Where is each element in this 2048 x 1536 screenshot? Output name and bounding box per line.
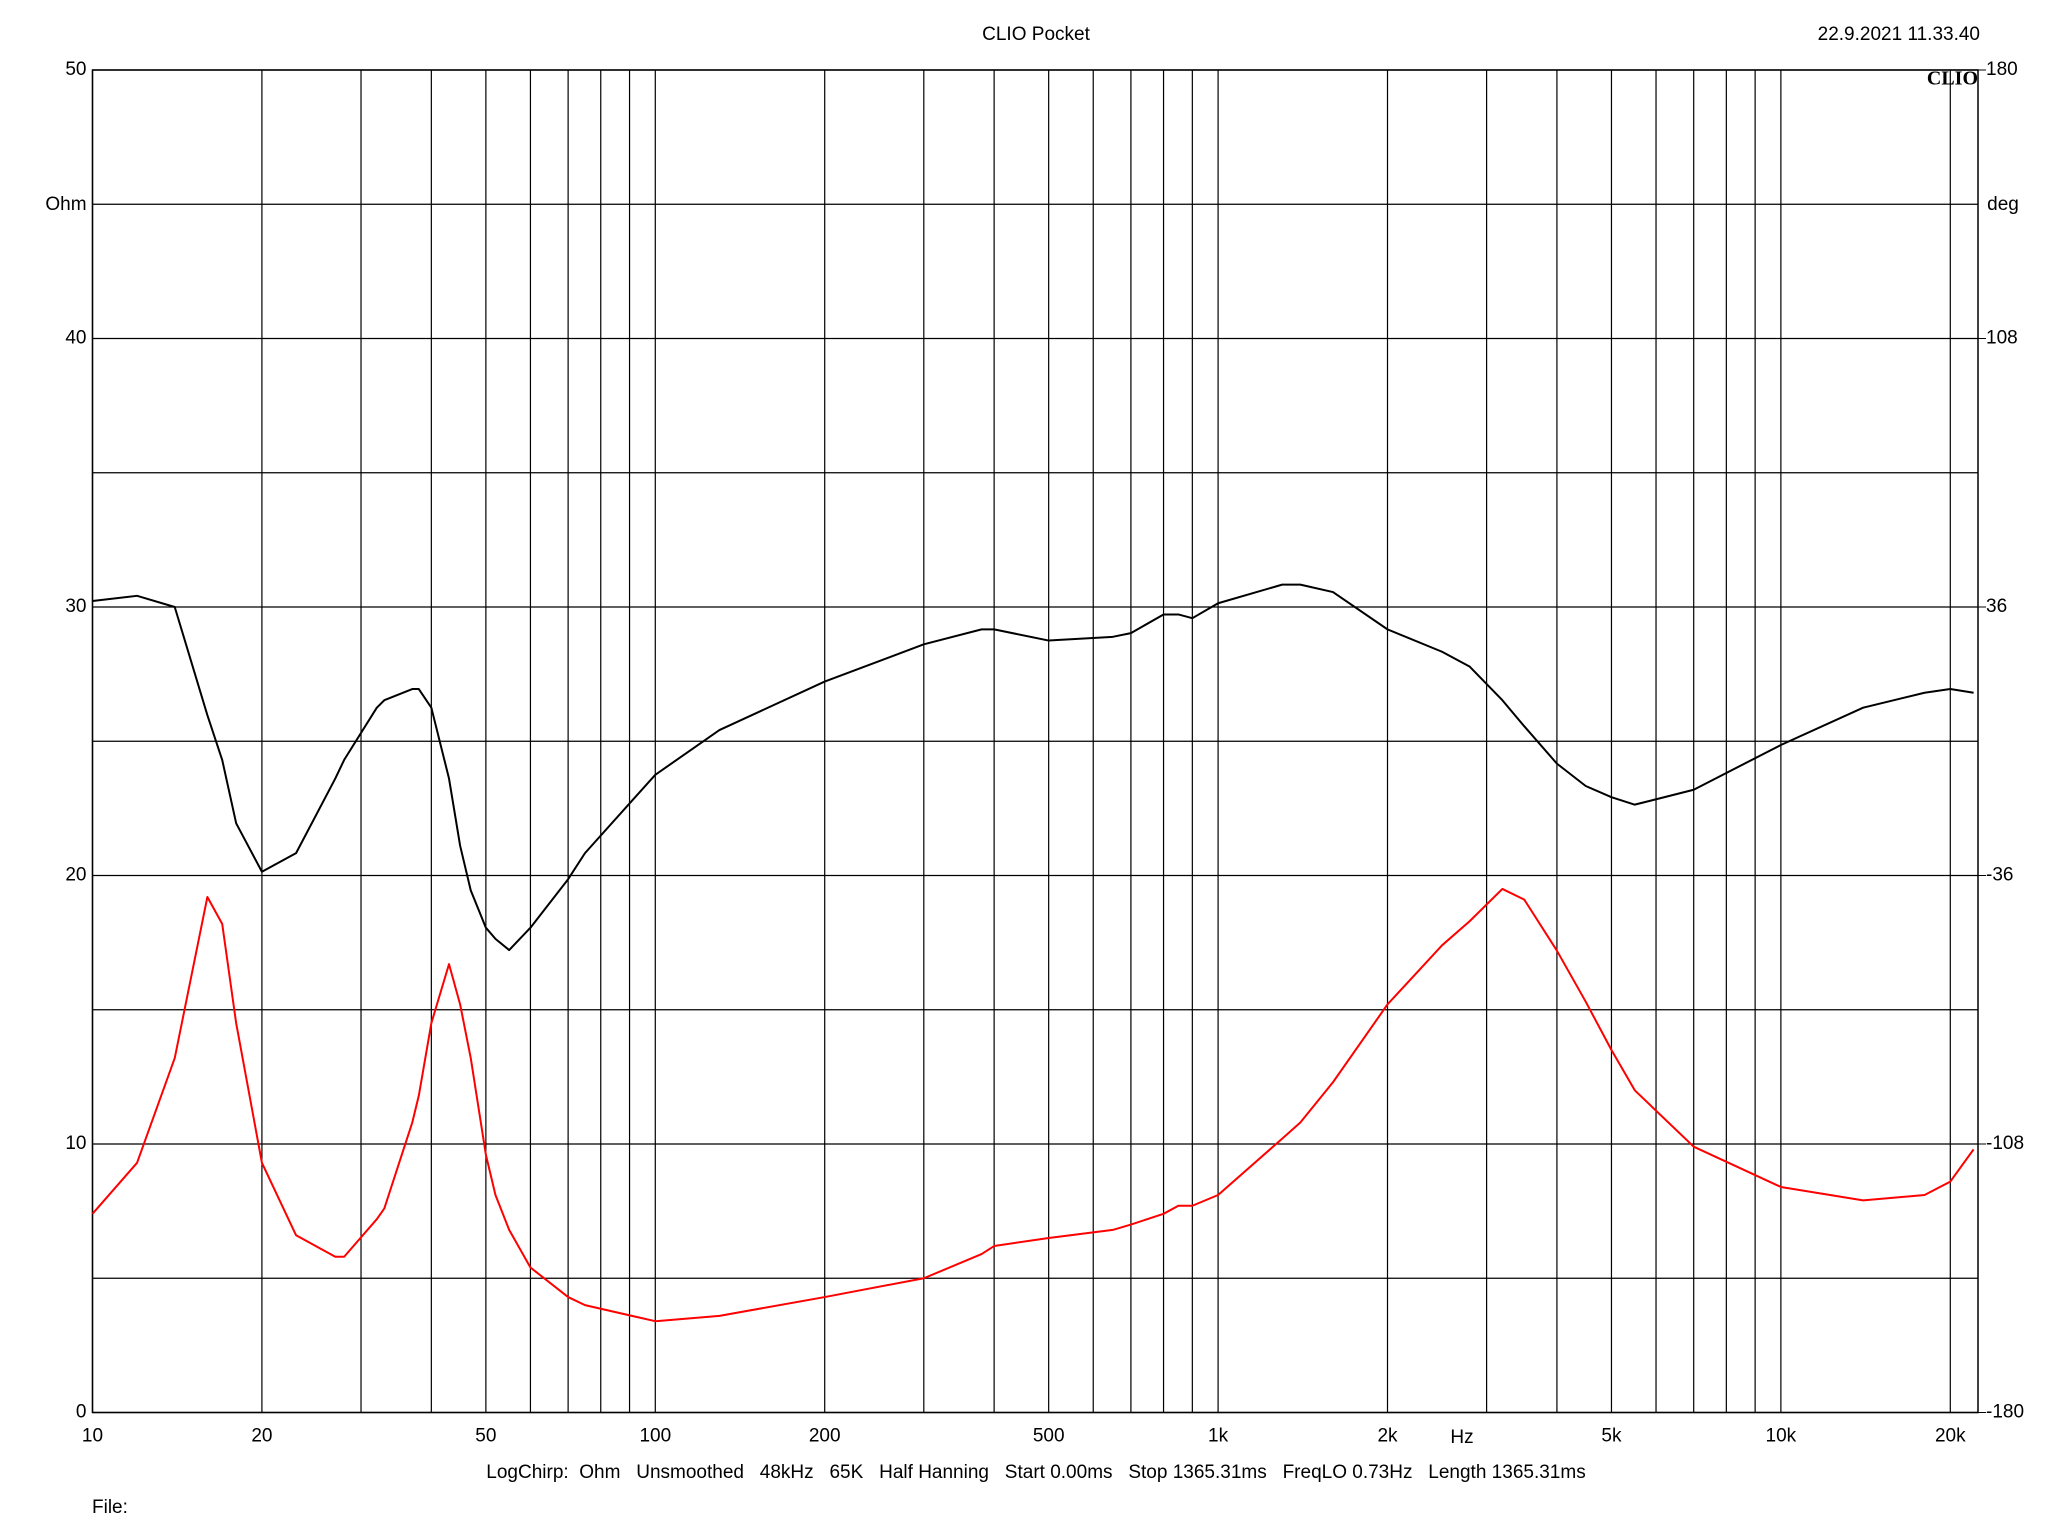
chart-title: CLIO Pocket: [982, 24, 1090, 45]
x-tick-label: 2k: [1377, 1426, 1398, 1447]
x-tick-label: 50: [475, 1426, 496, 1447]
y-tick-label: 10: [65, 1133, 86, 1154]
y2-tick-label: -180: [1986, 1402, 2024, 1423]
y2-tick-label: -36: [1986, 865, 2013, 886]
y-tick-label: 40: [65, 328, 86, 349]
y-axis-label: Ohm: [45, 194, 86, 215]
plot-frame: [91, 69, 1979, 1414]
y2-axis-label: deg: [1987, 194, 2019, 215]
y-tick-label: 50: [65, 59, 86, 80]
x-tick-label: 20k: [1935, 1426, 1966, 1447]
y2-tick-label: 108: [1986, 328, 2018, 349]
timestamp: 22.9.2021 11.33.40: [1818, 24, 1980, 45]
y2-tick-label: 180: [1986, 59, 2018, 80]
file-label: File:: [92, 1497, 128, 1518]
x-tick-label: 100: [639, 1426, 671, 1447]
x-tick-label: 200: [809, 1426, 841, 1447]
y-tick-label: 0: [76, 1402, 87, 1423]
x-tick-label: 10: [82, 1426, 103, 1447]
y2-tick-label: 36: [1986, 596, 2007, 617]
series-line: [92, 583, 1974, 952]
y-tick-label: 30: [65, 596, 86, 617]
y2-tick-label: -108: [1986, 1133, 2024, 1154]
footer: LogChirp: Ohm Unsmoothed 48kHz 65K Half …: [486, 1462, 1585, 1483]
x-tick-label: 10k: [1766, 1426, 1797, 1447]
x-tick-label: 1k: [1208, 1426, 1229, 1447]
x-tick-label: 5k: [1601, 1426, 1622, 1447]
logo: CLIO: [1927, 68, 1978, 90]
y-tick-label: 20: [65, 865, 86, 886]
x-tick-label: 500: [1033, 1426, 1065, 1447]
series-line: [91, 887, 1975, 1323]
x-tick-label: 20: [251, 1426, 272, 1447]
x-axis-label: Hz: [1450, 1427, 1473, 1448]
